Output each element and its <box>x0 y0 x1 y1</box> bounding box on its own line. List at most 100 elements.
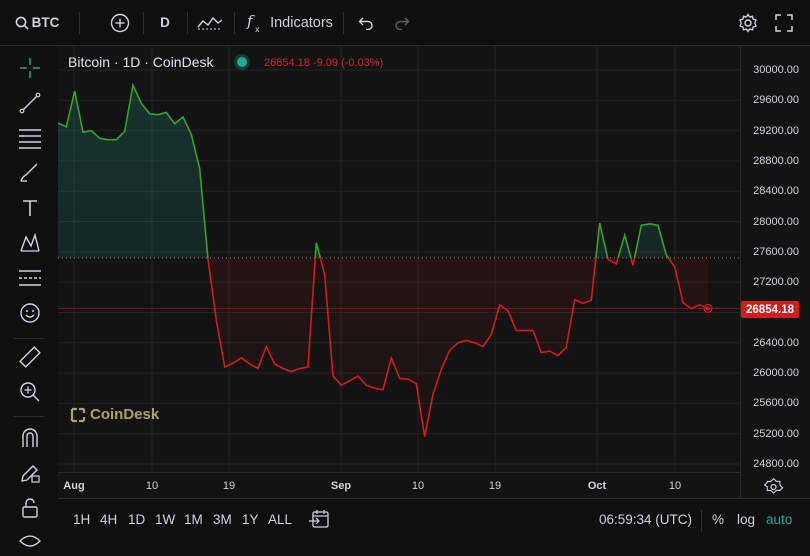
price-axis-label: 28800.00 <box>753 154 799 167</box>
measure-tool[interactable] <box>15 342 45 372</box>
indicators-label: Indicators <box>270 14 333 31</box>
price-axis-label: 24800.00 <box>753 458 799 470</box>
price-axis-label: 28000.00 <box>753 215 799 228</box>
text-icon <box>23 200 37 216</box>
range-button-1w[interactable]: 1W <box>155 512 176 527</box>
price-line-down <box>207 257 709 437</box>
price-axis-label: 27600.00 <box>753 245 799 258</box>
price-axis-label: 25600.00 <box>753 397 799 410</box>
price-axis-label: 27200.00 <box>753 276 799 289</box>
toolbar-divider <box>234 12 235 34</box>
search-icon <box>15 16 29 30</box>
visibility-tool[interactable] <box>15 526 45 556</box>
magnet-tool[interactable] <box>15 423 45 453</box>
auto-toggle[interactable]: auto <box>766 512 793 527</box>
time-axis[interactable]: Aug 10 19 Sep 10 19 Oct 10 <box>58 472 740 499</box>
pencil-lock-icon <box>21 465 40 483</box>
price-chart[interactable] <box>58 46 740 472</box>
range-button-all[interactable]: ALL <box>268 512 293 527</box>
utc-clock[interactable]: 06:59:34 (UTC) <box>599 512 693 527</box>
fib-tool[interactable] <box>15 123 45 153</box>
add-symbol-icon <box>110 13 130 32</box>
unlock-icon <box>22 498 38 518</box>
toolbar-divider <box>701 510 702 532</box>
time-axis-label: 19 <box>488 480 502 492</box>
last-point-dot <box>706 306 710 311</box>
last-point-marker <box>703 303 713 314</box>
percent-toggle[interactable]: % <box>712 512 725 527</box>
interval-button[interactable]: D <box>160 15 170 30</box>
price-axis[interactable]: 30000.00 29600.00 29200.00 28800.00 28400.00… <box>740 46 810 498</box>
fullscreen-button[interactable] <box>771 0 797 45</box>
goto-date-button[interactable] <box>308 508 330 535</box>
redo-button[interactable] <box>390 0 414 45</box>
toolbar-divider <box>14 416 44 417</box>
calendar-goto-icon <box>309 510 329 528</box>
chart-grid <box>58 46 740 472</box>
area-fill-up <box>58 85 708 258</box>
draw-mode-tool[interactable] <box>15 458 45 488</box>
crosshair-icon <box>20 58 40 78</box>
trend-line-icon <box>19 92 41 114</box>
price-axis-label: 26400.00 <box>753 336 799 349</box>
add-symbol-button[interactable] <box>106 0 134 45</box>
zoom-in-icon <box>20 382 40 402</box>
axis-settings-icon[interactable] <box>761 476 787 496</box>
fullscreen-icon <box>775 13 793 32</box>
price-axis-label: 28400.00 <box>753 185 799 198</box>
crosshair-tool[interactable] <box>15 53 45 83</box>
smiley-icon <box>20 303 40 323</box>
fx-icon: f x <box>246 13 260 33</box>
chart-pane[interactable]: Bitcoin · 1D · CoinDesk 26854.18 -9.09 (… <box>58 46 740 519</box>
time-axis-label: Oct <box>587 480 607 492</box>
chart-legend-title: Bitcoin · 1D · CoinDesk <box>68 54 214 70</box>
log-toggle[interactable]: log <box>737 512 756 527</box>
brush-tool[interactable] <box>15 158 45 188</box>
lock-tool[interactable] <box>15 493 45 523</box>
price-axis-label: 29200.00 <box>753 124 799 137</box>
range-button-4h[interactable]: 4H <box>100 512 118 527</box>
watermark-text: CoinDesk <box>90 406 160 423</box>
settings-icon <box>739 12 757 33</box>
toolbar-divider <box>143 12 144 34</box>
pattern-icon <box>20 232 40 252</box>
chart-type-button[interactable] <box>195 0 225 45</box>
toolbar-divider <box>14 338 44 339</box>
range-button-1m[interactable]: 1M <box>184 512 203 527</box>
fib-retracement-icon <box>19 129 41 149</box>
zoom-tool[interactable] <box>15 377 45 407</box>
top-toolbar: BTC D f x Indicators <box>0 0 810 46</box>
pattern-tool[interactable] <box>15 228 45 258</box>
range-button-3m[interactable]: 3M <box>213 512 232 527</box>
chart-type-icon <box>197 16 223 29</box>
price-line-up <box>58 82 670 258</box>
indicators-button[interactable]: f x Indicators <box>243 0 336 45</box>
emoji-tool[interactable] <box>15 298 45 328</box>
forecast-tool[interactable] <box>15 263 45 293</box>
range-button-1y[interactable]: 1Y <box>242 512 259 527</box>
symbol-search[interactable]: BTC <box>14 0 60 45</box>
trend-line-tool[interactable] <box>15 88 45 118</box>
price-series <box>58 82 740 437</box>
range-button-1h[interactable]: 1H <box>73 512 91 527</box>
coindesk-watermark: CoinDesk <box>70 406 159 423</box>
toolbar-divider <box>79 12 80 34</box>
price-axis-label: 26000.00 <box>753 367 799 380</box>
time-axis-label: 10 <box>411 480 425 492</box>
drawing-toolbar <box>0 46 59 547</box>
settings-button[interactable] <box>735 0 761 45</box>
range-button-1d[interactable]: 1D <box>128 512 146 527</box>
time-axis-label: 10 <box>145 480 159 492</box>
price-axis-label: 30000.00 <box>753 64 799 76</box>
brush-icon <box>20 163 38 182</box>
time-axis-label: Sep <box>330 480 352 492</box>
text-tool[interactable] <box>15 193 45 223</box>
eye-icon <box>19 535 41 547</box>
market-status-icon[interactable] <box>237 57 247 67</box>
redo-icon <box>395 17 410 30</box>
undo-button[interactable] <box>354 0 378 45</box>
magnet-icon <box>22 428 38 447</box>
toolbar-divider <box>343 12 344 34</box>
coindesk-logo-icon <box>70 407 86 422</box>
